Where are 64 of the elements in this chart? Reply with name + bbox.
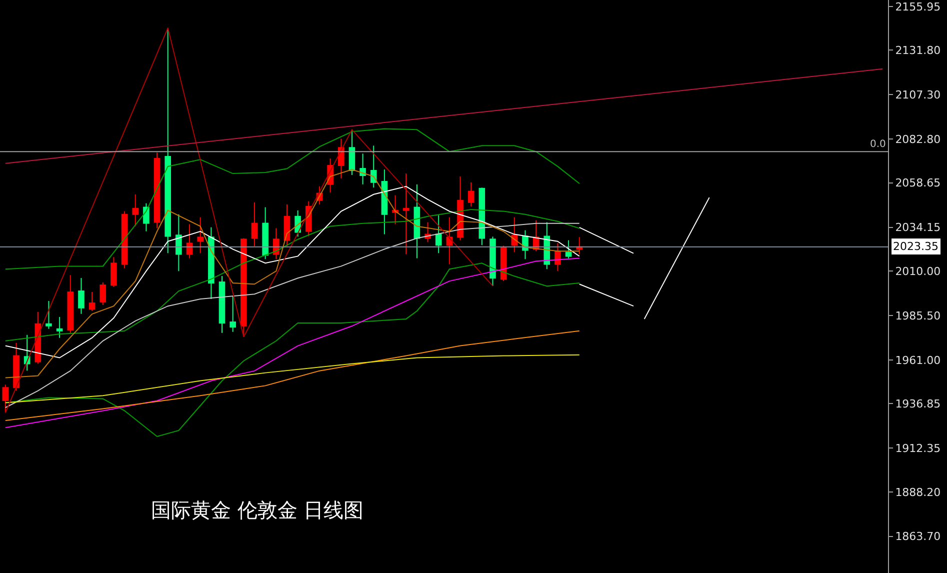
- candlestick: [230, 295, 236, 332]
- candlestick: [381, 169, 388, 235]
- line-series: [4, 27, 494, 414]
- candlestick: [511, 216, 518, 253]
- y-tick-label: 2010.00: [895, 264, 941, 278]
- candlestick: [490, 236, 496, 286]
- candlestick: [88, 291, 96, 312]
- candlestick: [240, 238, 247, 338]
- candlestick: [186, 224, 193, 259]
- y-tick-label: 1961.00: [895, 354, 941, 367]
- candlestick: [522, 230, 528, 260]
- y-tick-label: 2034.15: [895, 221, 941, 234]
- line-series: [4, 330, 580, 421]
- y-tick-label: 1888.20: [895, 486, 941, 499]
- candlestick: [262, 206, 268, 260]
- candlestick: [414, 184, 420, 259]
- candlestick: [208, 226, 214, 300]
- candlestick: [46, 300, 52, 330]
- y-tick-label: 1936.85: [895, 398, 941, 411]
- candlestick: [154, 152, 160, 229]
- y-tick-label: 1985.50: [895, 309, 941, 322]
- candlestick: [197, 216, 204, 254]
- candlestick: [164, 27, 172, 254]
- candlestick: [402, 173, 410, 255]
- line-series: [4, 354, 580, 404]
- candlestick: [143, 202, 150, 232]
- y-tick-label: 2082.80: [895, 132, 941, 146]
- candlestick: [284, 204, 290, 247]
- candlestick: [251, 202, 258, 247]
- candlestick: [2, 384, 9, 414]
- y-tick-label: 2131.80: [895, 44, 941, 58]
- candlestick: [67, 274, 74, 334]
- candlestick: [468, 182, 474, 207]
- candlestick: [13, 342, 20, 392]
- y-tick-label: 1912.35: [895, 442, 941, 455]
- candlestick: [435, 214, 442, 254]
- y-tick-label: 2058.65: [895, 176, 941, 190]
- candlestick: [370, 145, 377, 188]
- candlestick: [56, 316, 63, 338]
- line-series: [4, 128, 580, 270]
- candlestick: [78, 277, 84, 314]
- candlestick: [392, 194, 398, 225]
- candlestick: [218, 275, 226, 334]
- text: 国际黄金 伦敦金 日线图: [150, 498, 364, 522]
- candlestick: [110, 256, 117, 288]
- annotation: 0.0: [870, 139, 886, 150]
- candlestick: [544, 222, 550, 270]
- candlestick: [554, 242, 561, 272]
- candlestick: [100, 282, 106, 306]
- y-tick-label: 2107.30: [895, 88, 941, 102]
- candlestick: [348, 129, 356, 176]
- candlestick: [176, 214, 182, 272]
- line-series: [4, 169, 580, 378]
- candlestick: [121, 210, 128, 269]
- candlestick: [446, 216, 453, 265]
- candlestick: [565, 240, 572, 259]
- line-series: [4, 222, 580, 408]
- y-tick-label: 1863.70: [895, 530, 941, 544]
- candlestick: [132, 194, 139, 227]
- line-series: [4, 186, 580, 358]
- y-tick-label: 2155.95: [895, 0, 941, 14]
- line-series: [4, 208, 580, 342]
- candlestick: [360, 153, 366, 185]
- ref-line-label: 2023.35: [893, 240, 938, 253]
